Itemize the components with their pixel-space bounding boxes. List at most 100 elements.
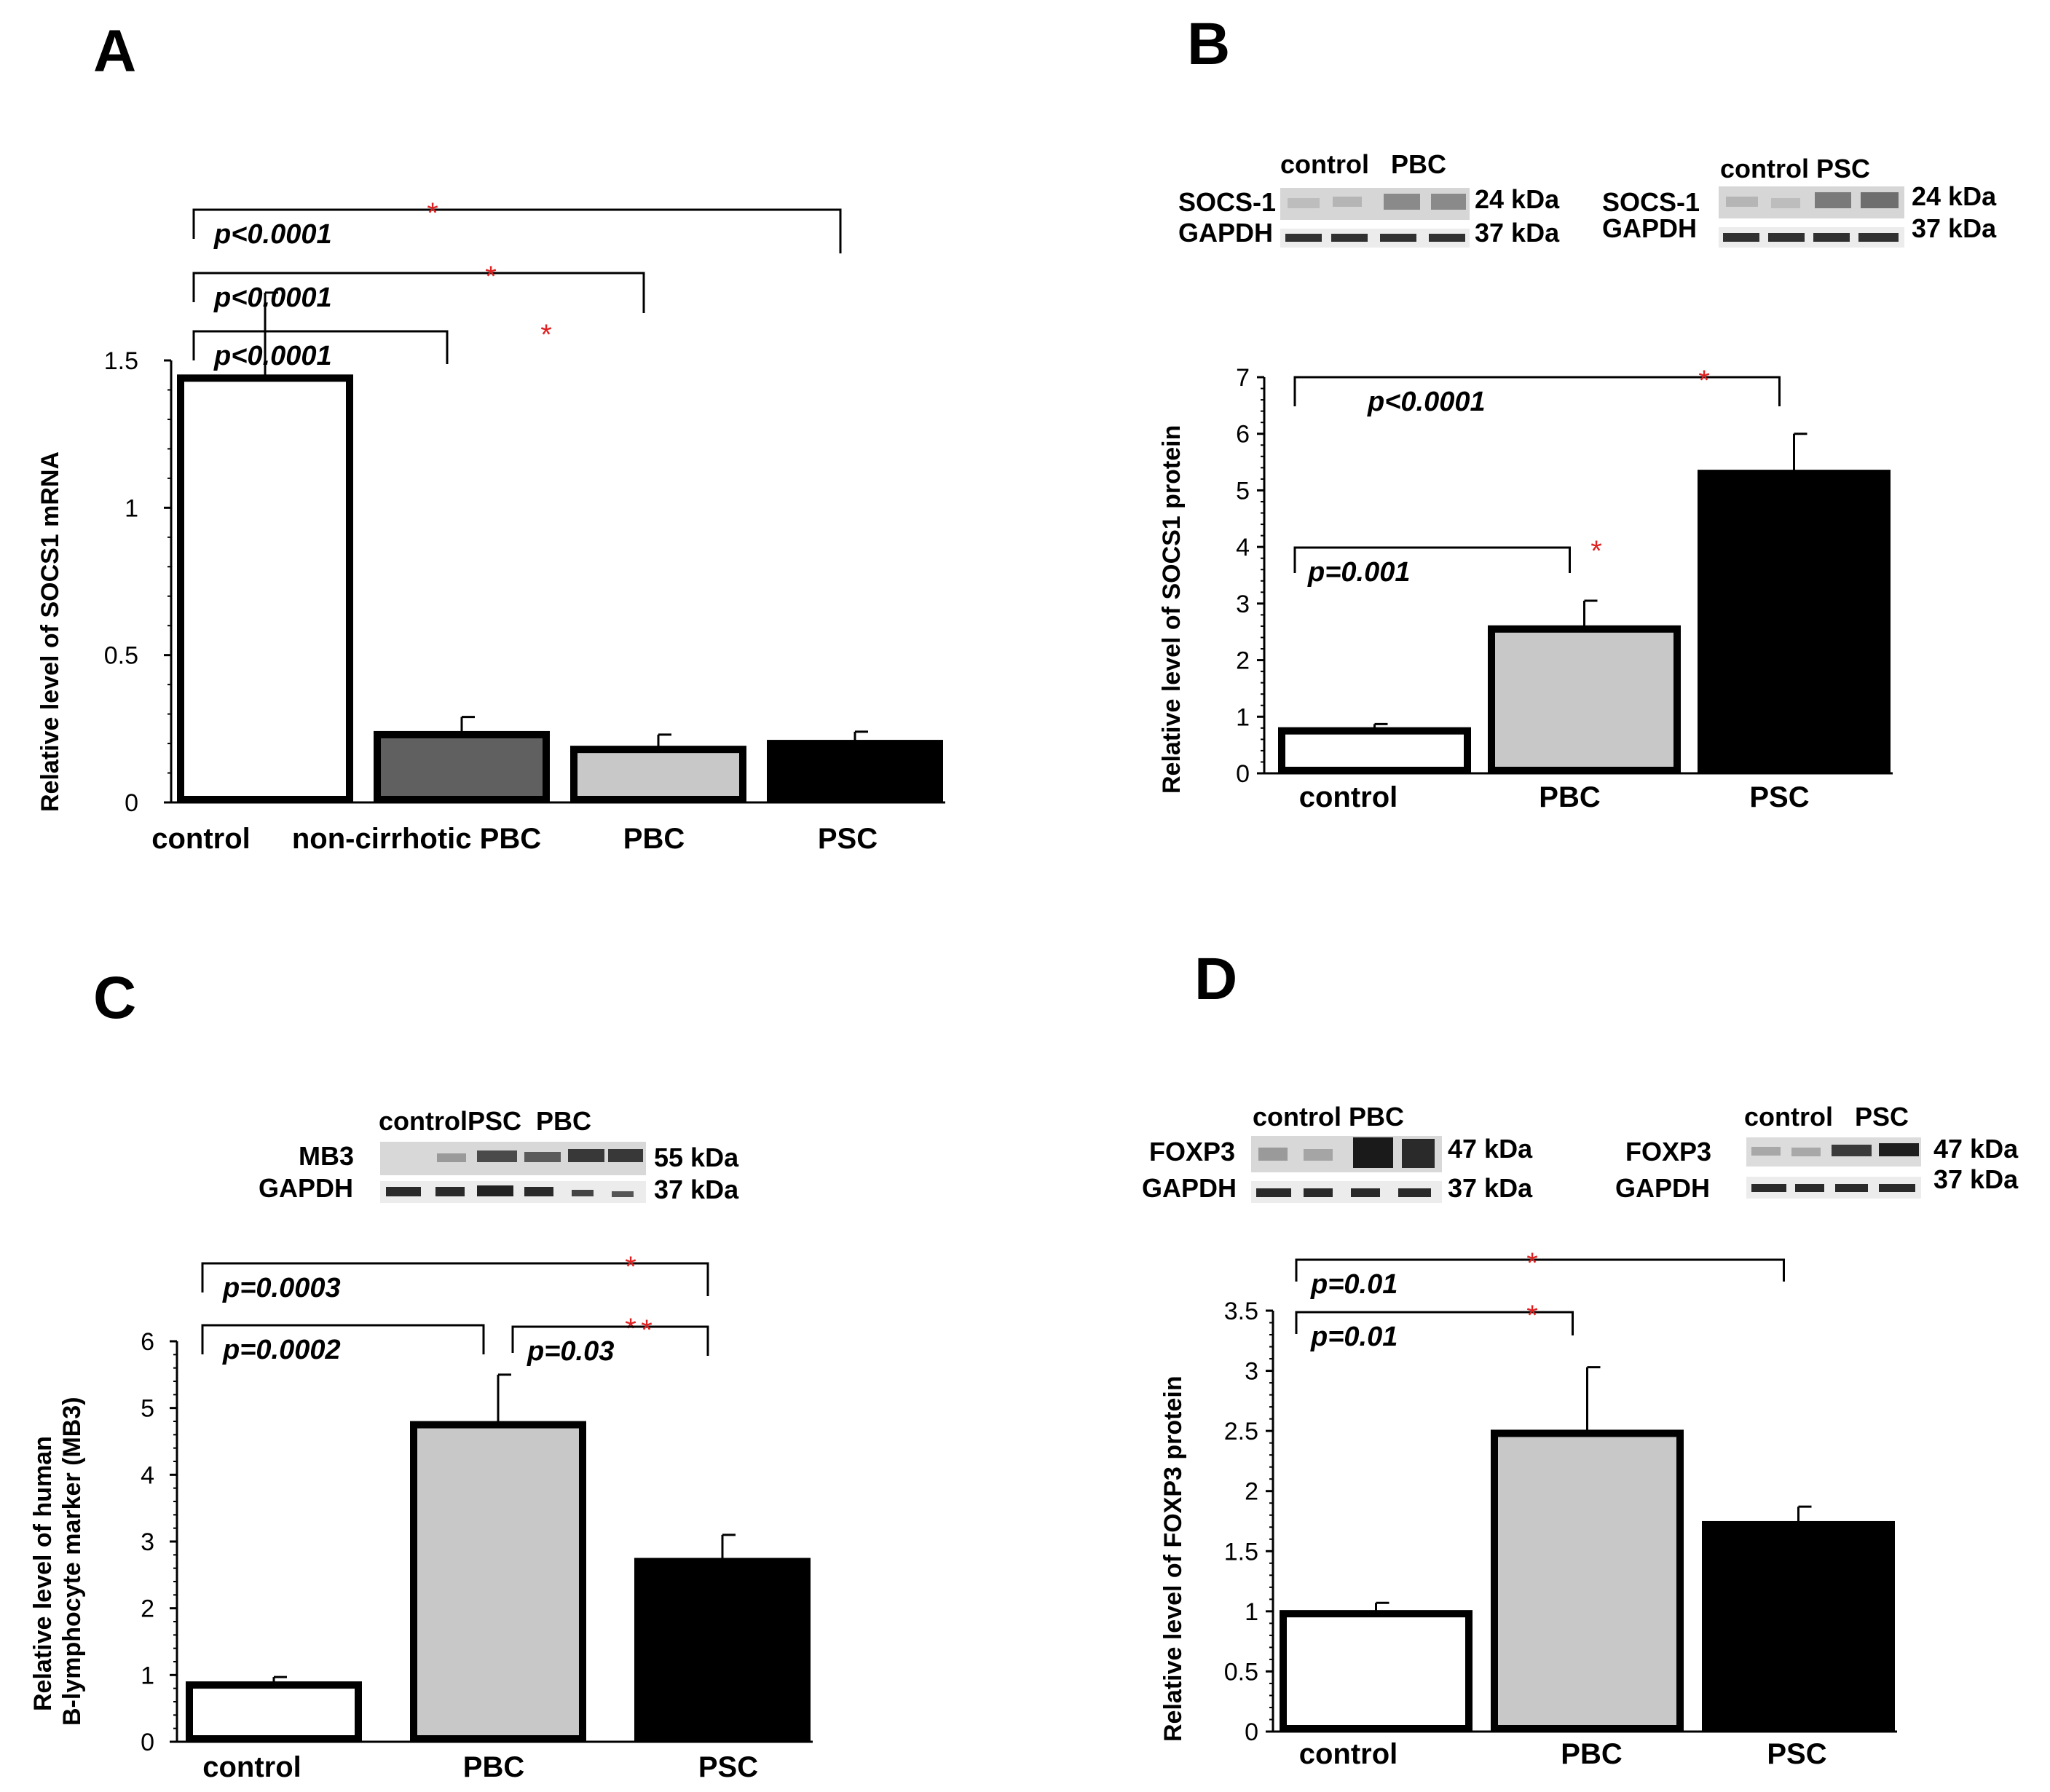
blot-row2-label: GAPDH xyxy=(1142,1173,1237,1203)
blot-band xyxy=(386,1187,421,1196)
y-tick-label: 4 xyxy=(1236,534,1250,561)
y-tick-label: 7 xyxy=(1236,364,1250,392)
blot-group-labels: control PSC xyxy=(1744,1102,1909,1132)
blot-row2-kda: 37 kDa xyxy=(1475,218,1560,248)
significance-star: * xyxy=(641,1314,653,1346)
y-tick-label: 0.5 xyxy=(1224,1658,1258,1686)
category-label: control xyxy=(1299,1738,1398,1770)
blot-row1-kda: 24 kDa xyxy=(1475,184,1560,214)
blot-band xyxy=(524,1152,561,1162)
y-tick-label: 2.5 xyxy=(1224,1418,1258,1445)
blot-row2-kda: 37 kDa xyxy=(1933,1164,2019,1194)
significance-star: * xyxy=(1526,1300,1538,1332)
blot-band xyxy=(1380,234,1416,242)
panel-b-blot-1: control PBC SOCS-1 GAPDH 24 kDa 37 kDa xyxy=(1178,149,1560,248)
panel-d-blot-1: control PBC FOXP3 GAPDH 47 kDa 37 kDa xyxy=(1142,1102,1533,1203)
significance-star: * xyxy=(625,1313,636,1345)
blot-row1-kda: 47 kDa xyxy=(1933,1134,2019,1164)
blot-band xyxy=(1835,1184,1868,1192)
p-value-label: p=0.01 xyxy=(1310,1322,1397,1352)
bar-pbc xyxy=(410,1421,586,1743)
blot-group-labels: control PBC xyxy=(1253,1102,1404,1132)
blot-band xyxy=(1285,234,1322,242)
panel-c-blot: controlPSC PBC MB3 GAPDH 55 kDa 37 kDa xyxy=(259,1106,739,1204)
significance-bracket xyxy=(192,330,449,364)
blot-band xyxy=(477,1150,517,1162)
blot-band xyxy=(1861,192,1899,208)
category-label: PBC xyxy=(463,1751,524,1783)
blot-band xyxy=(437,1153,466,1162)
significance-star: * xyxy=(625,1251,636,1283)
p-value-label: p=0.03 xyxy=(527,1336,614,1367)
significance-bracket xyxy=(201,1324,485,1354)
y-tick-label: 1 xyxy=(1236,703,1250,731)
y-tick-label: 1 xyxy=(1245,1598,1258,1626)
blot-band xyxy=(1331,234,1368,242)
significance-bracket xyxy=(1295,1311,1574,1335)
panel-b: B control PBC SOCS-1 GAPDH 24 kDa 37 kDa… xyxy=(1158,11,1997,813)
p-value-label: p=0.001 xyxy=(1307,557,1411,588)
category-label: control xyxy=(1299,781,1398,813)
blot-row1-kda: 24 kDa xyxy=(1912,181,1997,211)
blot-band xyxy=(1398,1188,1431,1197)
bar-pbc xyxy=(1488,625,1681,774)
category-label: PBC xyxy=(1539,781,1600,813)
bar-pbc xyxy=(1491,1429,1684,1732)
blot-band xyxy=(1723,233,1759,242)
blot-band xyxy=(1256,1188,1291,1197)
blot-row1-label: FOXP3 xyxy=(1149,1137,1235,1167)
panel-letter-a: A xyxy=(93,18,136,84)
blot-row2-kda: 37 kDa xyxy=(1912,213,1997,243)
y-tick-label: 6 xyxy=(141,1328,154,1356)
panel-a: A Relative level of SOCS1 mRNA 0 0.5 1 1.5 c… xyxy=(36,18,945,855)
blot-band xyxy=(1304,1149,1333,1161)
blot-row2-label: GAPDH xyxy=(1602,213,1697,243)
bar-psc xyxy=(1698,470,1891,774)
significance-star: * xyxy=(1698,365,1710,397)
y-tick-label: 6 xyxy=(1236,421,1250,449)
blot-band xyxy=(1351,1188,1380,1197)
category-label: PSC xyxy=(698,1751,758,1783)
blot-band xyxy=(477,1185,513,1196)
bar-control xyxy=(1280,1610,1473,1732)
significance-bracket xyxy=(201,1262,709,1296)
blot-band xyxy=(1429,234,1465,242)
y-tick-label: 3 xyxy=(1245,1358,1258,1386)
significance-bracket xyxy=(192,208,842,253)
significance-bracket xyxy=(1293,376,1781,406)
panel-d-chart: 0 0.5 1 1.5 2 2.5 3 3.5 control PBC PSC p=0.01 * p=0.… xyxy=(1224,1247,1897,1770)
blot-band xyxy=(1258,1148,1288,1161)
p-value-label: p=0.0002 xyxy=(222,1335,341,1365)
y-tick-label: 1.5 xyxy=(1224,1538,1258,1566)
blot-band xyxy=(435,1187,465,1196)
panel-b-chart: 0 1 2 3 4 5 6 7 control PBC PSC p<0.0001 * p=0.001 * xyxy=(1236,364,1893,813)
p-value-label: p<0.0001 xyxy=(213,283,332,313)
blot-band xyxy=(524,1187,553,1196)
category-label: PBC xyxy=(1561,1738,1622,1770)
y-tick-label: 0 xyxy=(1236,760,1250,788)
y-tick-label: 1.5 xyxy=(104,347,138,375)
panel-letter-c: C xyxy=(93,965,136,1031)
y-tick-label: 3 xyxy=(1236,591,1250,618)
bar-pbc xyxy=(570,746,746,804)
category-label: PSC xyxy=(1767,1738,1826,1770)
y-tick-label: 0 xyxy=(125,789,138,817)
p-value-label: p<0.0001 xyxy=(1367,387,1486,417)
blot-row2-label: GAPDH xyxy=(259,1173,353,1203)
y-tick-label: 2 xyxy=(1236,647,1250,675)
blot-band xyxy=(1815,192,1851,208)
y-tick-label: 0.5 xyxy=(104,642,138,670)
significance-star: * xyxy=(427,197,438,229)
blot-band xyxy=(1384,194,1420,210)
blot-group-labels: control PSC xyxy=(1720,154,1870,183)
blot-band xyxy=(1879,1143,1919,1156)
blot-band xyxy=(1832,1145,1872,1156)
category-label: PSC xyxy=(1749,781,1809,813)
blot-band xyxy=(568,1149,604,1162)
panel-c-y-axis-label-line2: B-lymphocyte marker (MB3) xyxy=(58,1397,86,1726)
blot-row2-label: GAPDH xyxy=(1615,1173,1710,1203)
panel-d-blot-2: control PSC FOXP3 GAPDH 47 kDa 37 kDa xyxy=(1615,1102,2019,1203)
blot-band xyxy=(1879,1184,1915,1192)
blot-band xyxy=(1771,198,1800,208)
